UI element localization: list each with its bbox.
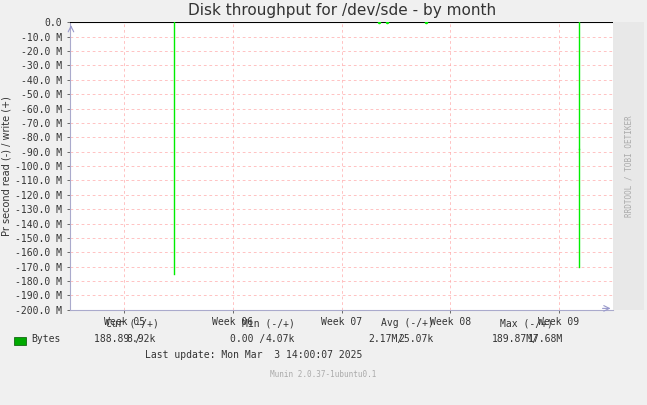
Text: 8.92k: 8.92k bbox=[126, 334, 155, 344]
Text: Avg (-/+): Avg (-/+) bbox=[381, 318, 434, 328]
Text: Last update: Mon Mar  3 14:00:07 2025: Last update: Mon Mar 3 14:00:07 2025 bbox=[145, 350, 362, 360]
Y-axis label: Pr second read (-) / write (+): Pr second read (-) / write (+) bbox=[1, 96, 11, 236]
Text: Cur (-/+): Cur (-/+) bbox=[106, 318, 159, 328]
Text: 4.07k: 4.07k bbox=[265, 334, 294, 344]
Text: 2.17M/: 2.17M/ bbox=[369, 334, 404, 344]
Text: Max (-/+): Max (-/+) bbox=[500, 318, 553, 328]
Text: 0.00 /: 0.00 / bbox=[230, 334, 265, 344]
Text: Min (-/+): Min (-/+) bbox=[242, 318, 295, 328]
Text: RRDTOOL / TOBI OETIKER: RRDTOOL / TOBI OETIKER bbox=[624, 115, 633, 217]
Text: Bytes: Bytes bbox=[31, 334, 60, 344]
Text: 188.89 /: 188.89 / bbox=[94, 334, 141, 344]
Text: 17.68M: 17.68M bbox=[528, 334, 563, 344]
Text: Munin 2.0.37-1ubuntu0.1: Munin 2.0.37-1ubuntu0.1 bbox=[270, 371, 377, 379]
Text: 189.87M/: 189.87M/ bbox=[492, 334, 539, 344]
Title: Disk throughput for /dev/sde - by month: Disk throughput for /dev/sde - by month bbox=[188, 3, 496, 18]
Text: 25.07k: 25.07k bbox=[399, 334, 433, 344]
